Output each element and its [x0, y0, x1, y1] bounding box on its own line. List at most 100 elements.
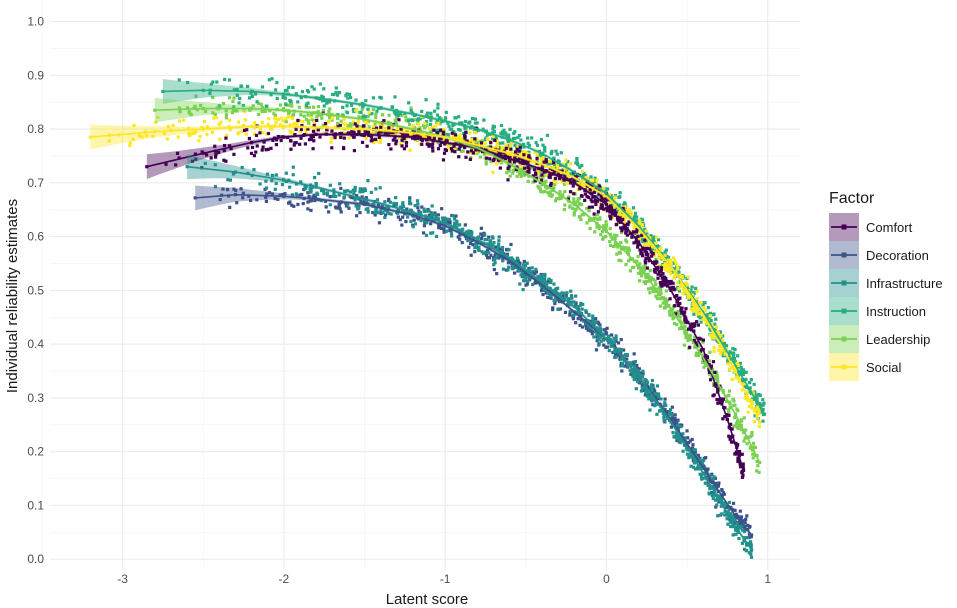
data-point	[445, 142, 449, 146]
data-point	[257, 112, 261, 117]
data-point	[254, 133, 259, 137]
data-point	[702, 305, 706, 310]
data-point	[645, 232, 649, 236]
data-point	[420, 142, 424, 146]
data-point	[224, 159, 228, 163]
data-point	[587, 327, 591, 332]
data-point	[312, 176, 317, 180]
data-point	[411, 225, 415, 229]
data-point	[433, 124, 438, 128]
data-point	[692, 312, 696, 316]
data-point	[670, 413, 674, 417]
data-point	[622, 354, 626, 358]
data-point	[566, 160, 570, 164]
data-point	[452, 136, 456, 140]
data-point	[492, 240, 496, 245]
data-point	[639, 389, 644, 393]
x-tick-label: -3	[117, 572, 128, 586]
data-point	[651, 277, 656, 281]
data-point	[593, 329, 597, 333]
data-point	[506, 178, 510, 182]
data-point	[662, 416, 666, 420]
data-point	[594, 182, 598, 187]
data-point	[580, 194, 584, 198]
data-point	[342, 117, 346, 121]
data-point	[398, 112, 403, 116]
data-point	[327, 100, 332, 104]
data-point	[608, 193, 612, 197]
data-point	[380, 204, 384, 208]
data-point	[497, 152, 501, 156]
data-point	[749, 552, 753, 556]
data-point	[685, 452, 690, 456]
data-point	[570, 191, 574, 195]
data-point	[458, 237, 462, 241]
data-point	[581, 182, 585, 186]
data-point	[740, 388, 744, 392]
data-point	[525, 261, 529, 265]
data-point	[318, 135, 322, 139]
data-point	[712, 393, 716, 397]
y-tick-label: 0.0	[27, 552, 44, 566]
data-point	[306, 113, 310, 117]
data-point	[695, 297, 699, 301]
data-point	[482, 231, 486, 235]
data-point	[435, 217, 439, 221]
data-point	[582, 319, 586, 323]
data-point	[313, 195, 317, 199]
data-point	[542, 276, 547, 280]
data-point	[643, 259, 647, 263]
data-point	[619, 240, 623, 245]
data-point	[604, 189, 608, 193]
data-point	[378, 186, 382, 190]
data-point	[418, 130, 423, 134]
data-point	[469, 233, 473, 237]
data-point	[631, 206, 636, 210]
data-point	[593, 176, 597, 180]
data-point	[397, 136, 402, 140]
data-point	[607, 349, 611, 353]
data-point	[577, 196, 582, 201]
data-point	[406, 134, 410, 138]
data-point	[391, 130, 395, 135]
data-point	[689, 307, 693, 311]
legend-item: Social	[829, 353, 902, 381]
data-point	[377, 135, 381, 139]
data-point	[723, 509, 727, 514]
data-point	[481, 234, 485, 238]
data-point	[306, 119, 310, 123]
data-point	[731, 533, 735, 537]
data-point	[548, 173, 552, 177]
data-point	[497, 244, 501, 249]
data-point	[316, 104, 321, 109]
data-point	[635, 219, 639, 223]
data-point	[298, 142, 302, 146]
data-point	[618, 211, 622, 215]
data-point	[457, 115, 461, 119]
data-point	[284, 117, 288, 121]
data-point	[676, 281, 680, 285]
data-point	[420, 109, 424, 114]
data-point	[232, 152, 236, 156]
data-point	[404, 140, 409, 145]
data-point	[270, 192, 275, 196]
data-point	[652, 254, 656, 258]
data-point	[497, 239, 501, 243]
data-point	[323, 121, 328, 126]
data-point	[344, 189, 348, 194]
data-point	[625, 233, 629, 237]
data-point	[535, 143, 540, 147]
data-point	[493, 253, 497, 258]
data-point	[325, 101, 329, 105]
data-point	[583, 192, 588, 196]
data-point	[548, 190, 552, 194]
data-point	[442, 151, 447, 155]
data-point	[431, 231, 435, 235]
data-point	[346, 123, 350, 128]
data-point	[715, 376, 719, 380]
data-point	[432, 109, 437, 113]
data-point	[566, 297, 570, 301]
data-point	[348, 122, 353, 126]
confidence-ribbon	[187, 154, 752, 552]
data-point	[377, 221, 382, 225]
